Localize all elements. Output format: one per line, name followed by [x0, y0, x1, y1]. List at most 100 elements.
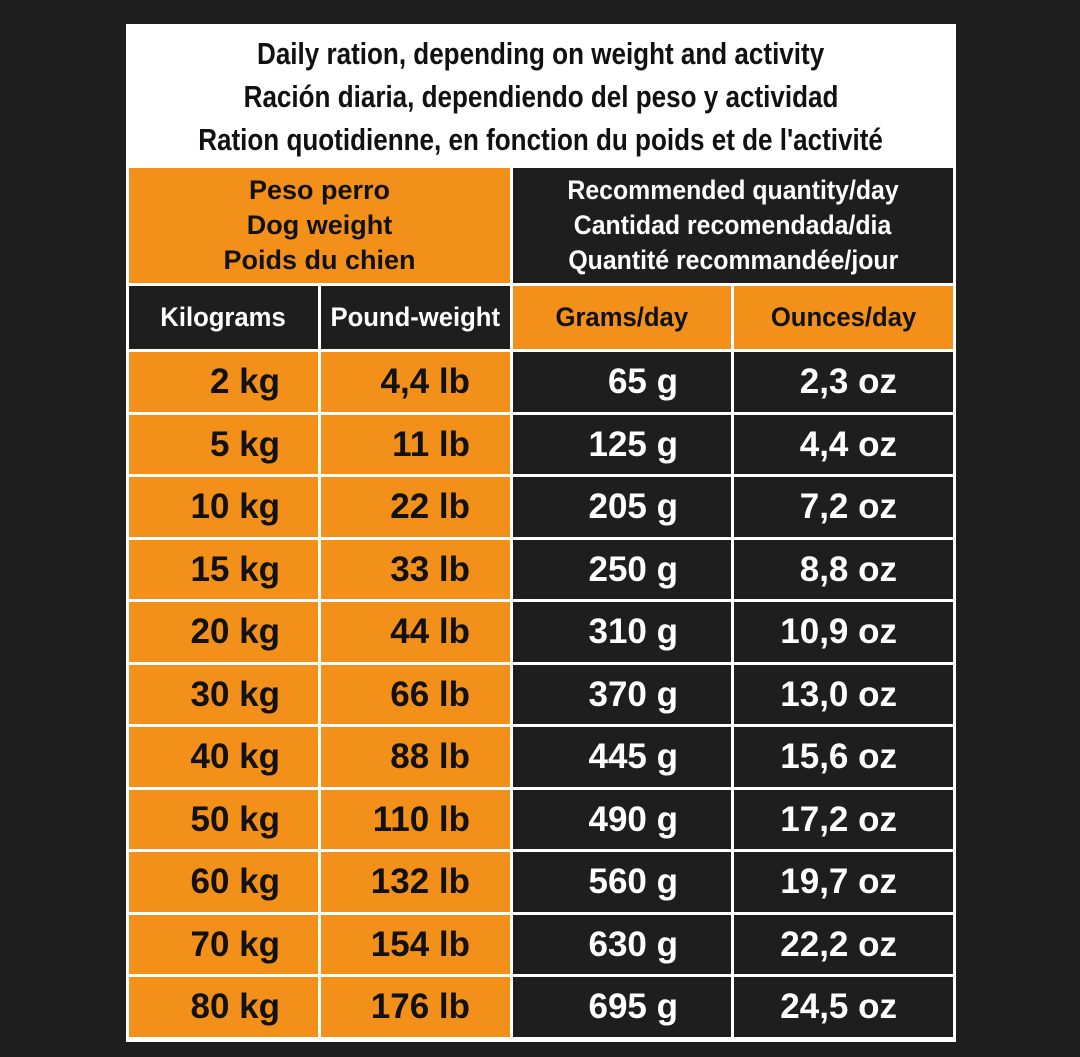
table-cell: 80 kg — [129, 977, 318, 1037]
header-quantity: Recommended quantity/day Cantidad recomen… — [513, 168, 953, 283]
cell-text: 445 g — [588, 737, 679, 776]
cell-text: 15,6 oz — [780, 737, 897, 776]
table-cell: 65 g — [513, 352, 731, 412]
table-cell: 70 kg — [129, 915, 318, 974]
cell-text: 20 kg — [190, 612, 281, 651]
table-cell: 132 lb — [321, 852, 510, 912]
table-cell: 10,9 oz — [734, 602, 953, 662]
cell-text: 40 kg — [190, 737, 281, 776]
header-line: Quantité recommandée/jour — [568, 245, 898, 275]
column-header-text: Kilograms — [160, 302, 287, 332]
header-line: Poids du chien — [223, 245, 416, 275]
cell-text: 5 kg — [209, 424, 280, 464]
title-block: Daily ration, depending on weight and ac… — [129, 27, 953, 165]
header-line: Peso perro — [248, 175, 391, 205]
table-cell: 445 g — [513, 727, 731, 787]
table-cell: 5 kg — [129, 415, 318, 474]
table-cell: 250 g — [513, 540, 731, 599]
column-header: Ounces/day — [734, 286, 953, 349]
table-cell: 695 g — [513, 977, 731, 1037]
table-cell: 30 kg — [129, 665, 318, 724]
cell-text: 13,0 oz — [780, 674, 897, 714]
cell-text: 490 g — [588, 799, 679, 839]
header-line: Recommended quantity/day — [567, 175, 899, 205]
column-header: Grams/day — [513, 286, 731, 349]
title-line: Ración diaria, dependiendo del peso y ac… — [243, 78, 839, 114]
table-cell: 125 g — [513, 415, 731, 474]
cell-text: 8,8 oz — [799, 549, 897, 589]
table-cell: 7,2 oz — [734, 477, 953, 537]
table-cell: 154 lb — [321, 915, 510, 974]
cell-text: 10 kg — [190, 487, 281, 526]
table-cell: 10 kg — [129, 477, 318, 537]
cell-text: 66 lb — [390, 674, 470, 714]
cell-text: 176 lb — [370, 987, 470, 1026]
table-cell: 176 lb — [321, 977, 510, 1037]
title-line: Ration quotidienne, en fonction du poids… — [198, 121, 884, 157]
table-cell: 33 lb — [321, 540, 510, 599]
cell-text: 33 lb — [390, 549, 470, 589]
cell-text: 65 g — [607, 362, 678, 401]
cell-text: 30 kg — [190, 674, 281, 714]
table-cell: 88 lb — [321, 727, 510, 787]
cell-text: 17,2 oz — [780, 799, 897, 839]
cell-text: 70 kg — [190, 924, 281, 964]
table-cell: 20 kg — [129, 602, 318, 662]
cell-text: 310 g — [588, 612, 679, 651]
table-cell: 44 lb — [321, 602, 510, 662]
table-cell: 110 lb — [321, 790, 510, 849]
table-cell: 40 kg — [129, 727, 318, 787]
table-cell: 630 g — [513, 915, 731, 974]
table-cell: 60 kg — [129, 852, 318, 912]
cell-text: 44 lb — [390, 612, 470, 651]
cell-text: 125 g — [588, 424, 679, 464]
cell-text: 80 kg — [190, 987, 281, 1026]
table-cell: 2,3 oz — [734, 352, 953, 412]
cell-text: 132 lb — [370, 862, 470, 901]
table-cell: 66 lb — [321, 665, 510, 724]
table-cell: 310 g — [513, 602, 731, 662]
table-cell: 24,5 oz — [734, 977, 953, 1037]
cell-text: 560 g — [588, 862, 679, 901]
cell-text: 370 g — [588, 674, 679, 714]
cell-text: 60 kg — [190, 862, 281, 901]
cell-text: 22 lb — [390, 487, 470, 526]
cell-text: 50 kg — [190, 799, 281, 839]
cell-text: 695 g — [588, 987, 679, 1026]
cell-text: 19,7 oz — [780, 862, 897, 901]
header-line: Dog weight — [246, 210, 393, 240]
table-cell: 19,7 oz — [734, 852, 953, 912]
title-line: Daily ration, depending on weight and ac… — [257, 35, 825, 71]
column-header: Pound-weight — [321, 286, 510, 349]
table-cell: 22,2 oz — [734, 915, 953, 974]
table-cell: 490 g — [513, 790, 731, 849]
table-cell: 8,8 oz — [734, 540, 953, 599]
cell-text: 88 lb — [390, 737, 470, 776]
cell-text: 7,2 oz — [799, 487, 897, 526]
cell-text: 10,9 oz — [780, 612, 897, 651]
cell-text: 11 lb — [392, 424, 470, 464]
cell-text: 2,3 oz — [799, 362, 897, 401]
table-cell: 50 kg — [129, 790, 318, 849]
table-cell: 370 g — [513, 665, 731, 724]
table-cell: 4,4 lb — [321, 352, 510, 412]
cell-text: 15 kg — [190, 549, 281, 589]
table-cell: 205 g — [513, 477, 731, 537]
table-cell: 17,2 oz — [734, 790, 953, 849]
cell-text: 2 kg — [209, 362, 280, 401]
cell-text: 4,4 oz — [799, 424, 897, 464]
cell-text: 110 lb — [372, 799, 470, 839]
header-dog-weight: Peso perro Dog weight Poids du chien — [129, 168, 510, 283]
cell-text: 22,2 oz — [780, 924, 897, 964]
table-cell: 15,6 oz — [734, 727, 953, 787]
header-line: Cantidad recomendada/dia — [574, 210, 892, 240]
column-header-text: Grams/day — [555, 302, 689, 332]
column-header-text: Ounces/day — [770, 302, 917, 332]
cell-text: 24,5 oz — [780, 987, 897, 1026]
table-cell: 2 kg — [129, 352, 318, 412]
cell-text: 205 g — [588, 487, 679, 526]
table-cell: 22 lb — [321, 477, 510, 537]
cell-text: 250 g — [588, 549, 679, 589]
table-cell: 13,0 oz — [734, 665, 953, 724]
